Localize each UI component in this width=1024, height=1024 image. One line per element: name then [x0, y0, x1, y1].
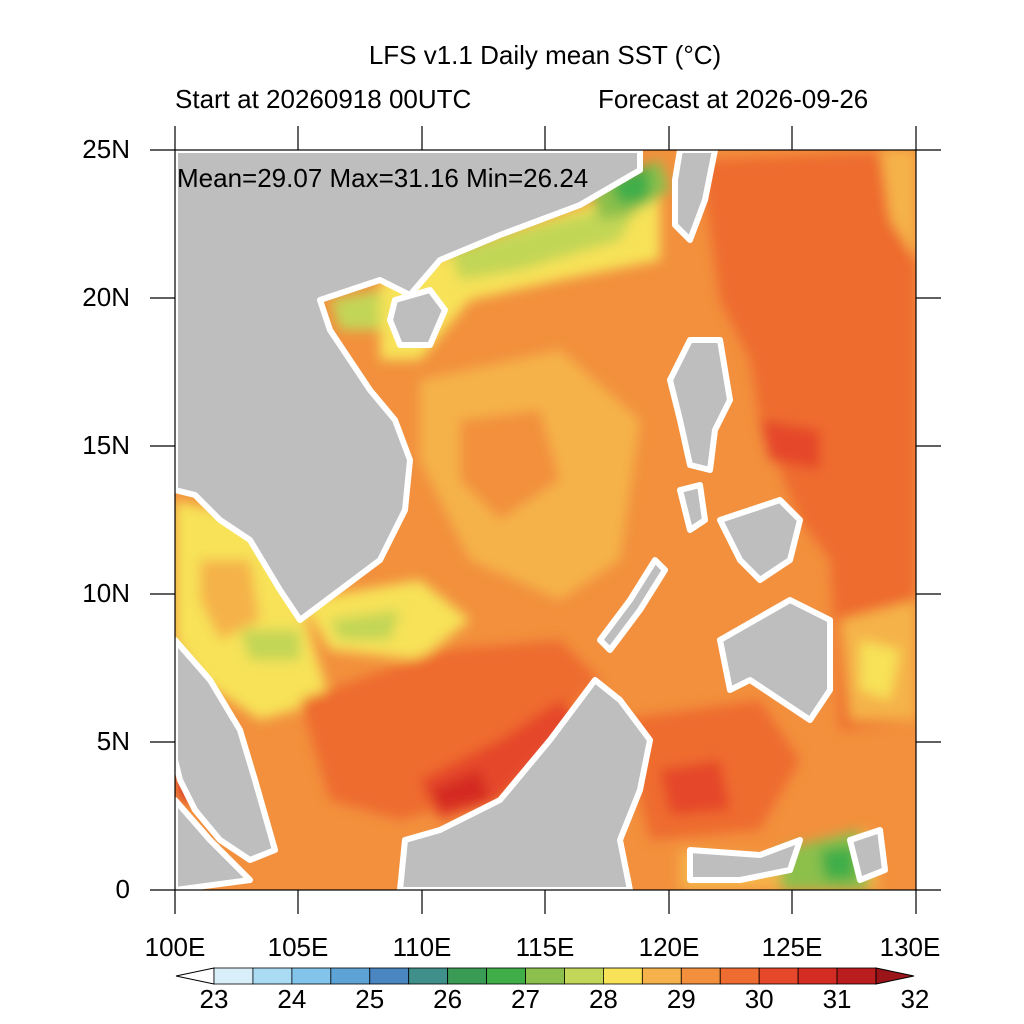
colorbar-label: 24: [277, 984, 307, 1014]
colorbar-swatch: [719, 967, 760, 985]
y-label-20n: 20N: [82, 282, 130, 312]
y-label-15n: 15N: [82, 430, 130, 460]
sst-stats: Mean=29.07 Max=31.16 Min=26.24: [177, 163, 589, 193]
y-label-0: 0: [115, 874, 130, 904]
map-title: LFS v1.1 Daily mean SST (°C): [368, 40, 722, 70]
forecast-start-label: Start at 20260918 00UTC: [175, 84, 472, 114]
sst-contour-field: [175, 150, 916, 890]
colorbar-swatch: [564, 967, 604, 985]
x-label-105e: 105E: [267, 932, 329, 962]
y-label-5n: 5N: [96, 726, 130, 756]
colorbar-label: 32: [900, 984, 930, 1014]
colorbar-swatch: [291, 967, 332, 985]
colorbar-swatch: [213, 967, 254, 985]
colorbar-swatch: [408, 967, 449, 985]
colorbar-label: 28: [588, 984, 618, 1014]
colorbar-swatch: [447, 967, 487, 985]
land-masses: [175, 150, 888, 890]
colorbar-swatch: [836, 967, 877, 985]
x-label-100e: 100E: [144, 932, 206, 962]
colorbar-label: 29: [666, 984, 696, 1014]
x-label-110e: 110E: [392, 932, 452, 962]
colorbar: [175, 967, 915, 985]
colorbar-swatch: [797, 967, 838, 985]
colorbar-swatch: [330, 967, 371, 985]
colorbar-swatch: [369, 967, 410, 985]
colorbar-swatch: [641, 967, 682, 985]
colorbar-label: 27: [511, 984, 540, 1014]
x-label-120e: 120E: [638, 932, 700, 962]
y-label-10n: 10N: [82, 578, 130, 608]
colorbar-label: 23: [199, 984, 229, 1014]
colorbar-swatch: [758, 967, 799, 985]
colorbar-label: 25: [355, 984, 385, 1014]
colorbar-swatch: [603, 967, 643, 985]
forecast-date-label: Forecast at 2026-09-26: [598, 84, 869, 114]
colorbar-label: 31: [822, 984, 852, 1014]
colorbar-swatch: [680, 967, 721, 985]
y-label-25n: 25N: [82, 134, 130, 164]
x-label-115e: 115E: [515, 932, 575, 962]
x-label-125e: 125E: [761, 932, 823, 962]
colorbar-swatch: [525, 967, 565, 985]
x-label-130e: 130E: [879, 932, 941, 962]
colorbar-label: 26: [433, 984, 463, 1014]
colorbar-swatch: [252, 967, 293, 985]
axis-ticks: [150, 126, 941, 914]
colorbar-min-arrow: [175, 967, 215, 985]
colorbar-swatch: [486, 967, 526, 985]
colorbar-label: 30: [744, 984, 774, 1014]
colorbar-max-arrow: [875, 967, 915, 985]
